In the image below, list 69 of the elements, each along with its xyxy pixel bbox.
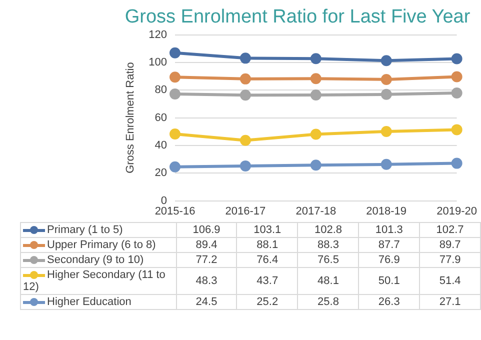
data-label: 88.3 [298,238,359,252]
x-tick-label: 2018-19 [366,205,407,218]
y-tick-label: 120 [148,28,167,41]
point [170,88,180,100]
legend-label: Secondary (9 to 10) [20,252,176,268]
y-tick-label: 20 [154,167,167,180]
data-label: 102.8 [298,222,359,238]
point [170,47,180,58]
point [380,74,392,85]
legend-label: Upper Primary (6 to 8) [20,238,176,252]
legend-label: Higher Secondary (11 to 12) [20,268,176,294]
data-label: 27.1 [420,294,480,310]
data-label: 76.9 [358,252,420,268]
point [310,73,322,84]
y-axis-title: Gross Enrolment Ratio [124,62,137,174]
y-tick-label: 40 [154,140,167,152]
point [380,158,392,170]
point [310,128,322,140]
data-label: 43.7 [236,268,298,294]
point [170,72,180,83]
point [451,71,462,82]
point [451,158,462,169]
data-label: 25.2 [236,294,298,310]
data-label: 76.5 [298,252,359,268]
point [310,53,322,64]
x-tick-label: 2015-16 [154,205,196,218]
point [451,124,462,136]
data-label: 77.2 [176,252,237,268]
legend-label: Higher Education [20,294,176,310]
y-tick-label: 100 [148,56,167,68]
data-label: 88.1 [236,238,298,252]
legend-label: Primary (1 to 5) [20,222,176,238]
point [451,53,462,64]
data-label: 87.7 [358,238,420,252]
data-label: 51.4 [420,268,480,294]
point [380,55,392,66]
data-label: 103.1 [236,222,298,238]
data-label: 25.8 [298,294,359,310]
point [310,89,322,100]
data-label: 26.3 [358,294,420,310]
point [310,160,322,171]
point [170,161,180,172]
y-tick-label: 80 [154,84,167,96]
point [240,90,251,101]
data-label: 106.9 [176,222,237,238]
point [240,52,251,64]
data-label: 89.7 [420,238,480,252]
chart-title: Gross Enrolment Ratio for Last Five Year [124,6,471,28]
data-label: 102.7 [420,222,480,238]
data-label: 50.1 [358,268,420,294]
point [240,134,251,146]
data-label: 48.3 [176,268,237,294]
x-tick-label: 2017-18 [296,205,336,218]
point [451,88,462,99]
y-tick-label: 60 [154,112,167,124]
point [380,126,392,137]
data-label: 24.5 [176,294,237,310]
data-label: 89.4 [176,238,237,252]
point [240,160,251,172]
data-label: 77.9 [420,252,480,268]
data-label: 48.1 [298,268,359,294]
point [240,73,251,84]
point [380,88,392,100]
data-label: 101.3 [358,222,420,238]
data-label: 76.4 [236,252,298,268]
point [170,128,180,140]
x-tick-label: 2019-20 [436,205,478,218]
y-tick-label: 0 [160,194,167,207]
x-tick-label: 2016-17 [225,205,266,218]
